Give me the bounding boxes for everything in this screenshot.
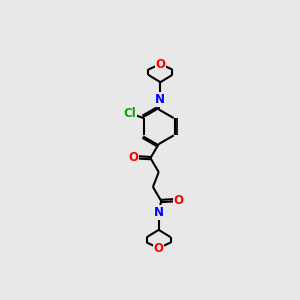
Text: N: N	[154, 206, 164, 219]
Text: Cl: Cl	[123, 106, 136, 120]
Text: O: O	[154, 242, 164, 254]
Text: O: O	[155, 58, 165, 70]
Text: O: O	[128, 151, 139, 164]
Text: O: O	[173, 194, 183, 207]
Text: N: N	[155, 93, 165, 106]
